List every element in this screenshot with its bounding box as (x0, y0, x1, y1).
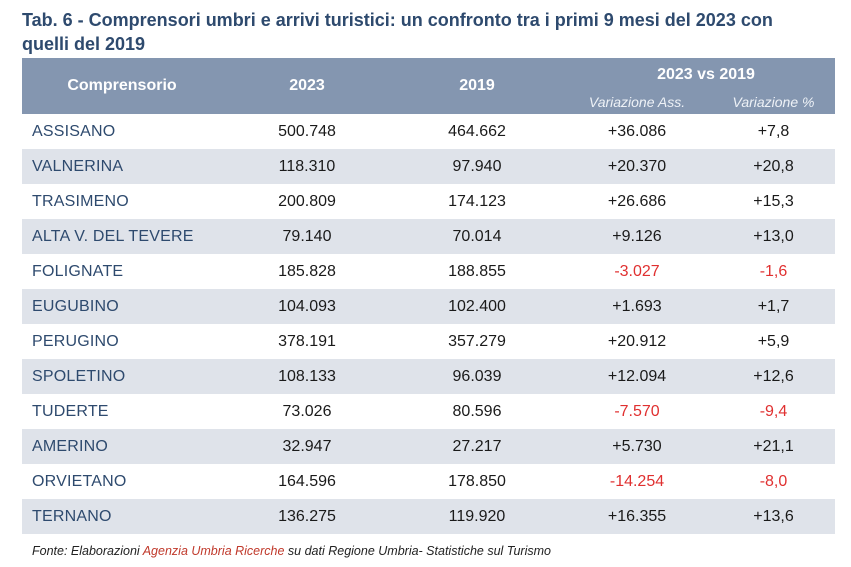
cell-2023: 200.809 (278, 192, 336, 210)
cell-variazione-pct: +5,9 (757, 332, 790, 350)
cell-comprensorio: VALNERINA (32, 157, 124, 175)
header-2023: 2023 (289, 77, 325, 94)
header-variazione-pct: Variazione % (732, 94, 815, 110)
source-prefix: Fonte: Elaborazioni (32, 544, 143, 558)
header-group-comparison: 2023 vs 2019 (657, 66, 755, 83)
table-row: AMERINO 32.947 27.217 +5.730 +21,1 (22, 429, 835, 464)
cell-variazione-pct: +21,1 (753, 437, 794, 455)
cell-variazione-pct: -8,0 (759, 472, 788, 490)
cell-2019: 102.400 (448, 297, 506, 315)
cell-comprensorio: ASSISANO (32, 122, 116, 140)
cell-variazione-pct: -9,4 (759, 402, 788, 420)
cell-comprensorio: EUGUBINO (32, 297, 119, 315)
cell-2019: 27.217 (452, 437, 502, 455)
table-body: ASSISANO 500.748 464.662 +36.086 +7,8 VALNERI… (22, 114, 835, 534)
cell-2023: 32.947 (282, 437, 332, 455)
table-row: PERUGINO 378.191 357.279 +20.912 +5,9 (22, 324, 835, 359)
table-row: ALTA V. DEL TEVERE 79.140 70.014 +9.126 +13,… (22, 219, 835, 254)
cell-variazione-ass: +36.086 (607, 122, 667, 140)
cell-2019: 119.920 (448, 507, 506, 525)
table-row: FOLIGNATE 185.828 188.855 -3.027 -1,6 (22, 254, 835, 289)
cell-variazione-pct: +13,6 (753, 507, 794, 525)
cell-comprensorio: TUDERTE (32, 402, 109, 420)
table-row: VALNERINA 118.310 97.940 +20.370 +20,8 (22, 149, 835, 184)
cell-2023: 73.026 (282, 402, 332, 420)
table-header: Comprensorio 2023 2019 2023 vs 2019 Vari… (22, 58, 835, 114)
cell-comprensorio: AMERINO (32, 437, 109, 455)
cell-2019: 80.596 (452, 402, 502, 420)
header-2019: 2019 (459, 77, 495, 94)
cell-2023: 79.140 (282, 227, 332, 245)
cell-variazione-ass: +16.355 (607, 507, 667, 525)
cell-2023: 104.093 (278, 297, 336, 315)
cell-variazione-ass: +1.693 (612, 297, 662, 315)
cell-2019: 357.279 (448, 332, 506, 350)
cell-variazione-pct: +15,3 (753, 192, 794, 210)
cell-2023: 185.828 (278, 262, 336, 280)
cell-2023: 108.133 (278, 367, 336, 385)
cell-comprensorio: TRASIMENO (32, 192, 129, 210)
source-note: Fonte: Elaborazioni Agenzia Umbria Ricer… (32, 544, 551, 558)
cell-2019: 178.850 (448, 472, 506, 490)
cell-2019: 174.123 (448, 192, 506, 210)
cell-2019: 188.855 (448, 262, 506, 280)
cell-2019: 70.014 (452, 227, 502, 245)
cell-comprensorio: PERUGINO (32, 332, 119, 350)
table-row: TUDERTE 73.026 80.596 -7.570 -9,4 (22, 394, 835, 429)
cell-2019: 464.662 (448, 122, 506, 140)
cell-comprensorio: SPOLETINO (32, 367, 126, 385)
header-comprensorio: Comprensorio (67, 77, 177, 94)
cell-variazione-ass: +12.094 (607, 367, 667, 385)
table-row: TRASIMENO 200.809 174.123 +26.686 +15,3 (22, 184, 835, 219)
cell-variazione-ass: -14.254 (609, 472, 665, 490)
table-row: ASSISANO 500.748 464.662 +36.086 +7,8 (22, 114, 835, 149)
cell-variazione-ass: +20.912 (607, 332, 667, 350)
cell-variazione-pct: -1,6 (759, 262, 788, 280)
cell-variazione-pct: +7,8 (757, 122, 790, 140)
cell-variazione-pct: +12,6 (753, 367, 794, 385)
cell-2023: 118.310 (278, 157, 336, 175)
cell-comprensorio: FOLIGNATE (32, 262, 124, 280)
cell-comprensorio: TERNANO (32, 507, 112, 525)
cell-2019: 96.039 (452, 367, 502, 385)
cell-variazione-ass: +9.126 (612, 227, 662, 245)
cell-2023: 164.596 (278, 472, 336, 490)
table-row: SPOLETINO 108.133 96.039 +12.094 +12,6 (22, 359, 835, 394)
table-row: ORVIETANO 164.596 178.850 -14.254 -8,0 (22, 464, 835, 499)
cell-variazione-pct: +1,7 (757, 297, 790, 315)
cell-comprensorio: ORVIETANO (32, 472, 127, 490)
header-variazione-ass: Variazione Ass. (588, 94, 686, 110)
cell-variazione-ass: +26.686 (607, 192, 667, 210)
table-title: Tab. 6 - Comprensori umbri e arrivi turi… (22, 10, 773, 54)
cell-variazione-ass: +20.370 (607, 157, 667, 175)
cell-variazione-pct: +20,8 (753, 157, 794, 175)
cell-2023: 378.191 (278, 332, 336, 350)
cell-variazione-ass: +5.730 (612, 437, 662, 455)
cell-variazione-ass: -3.027 (614, 262, 660, 280)
source-agency: Agenzia Umbria Ricerche (142, 544, 285, 558)
table-row: EUGUBINO 104.093 102.400 +1.693 +1,7 (22, 289, 835, 324)
cell-2019: 97.940 (452, 157, 502, 175)
cell-comprensorio: ALTA V. DEL TEVERE (32, 227, 194, 245)
cell-2023: 500.748 (278, 122, 336, 140)
data-table: Comprensorio 2023 2019 2023 vs 2019 Vari… (22, 58, 835, 534)
source-suffix: su dati Regione Umbria- Statistiche sul … (284, 544, 551, 558)
table-row: TERNANO 136.275 119.920 +16.355 +13,6 (22, 499, 835, 534)
cell-variazione-pct: +13,0 (753, 227, 794, 245)
cell-2023: 136.275 (278, 507, 336, 525)
cell-variazione-ass: -7.570 (614, 402, 660, 420)
